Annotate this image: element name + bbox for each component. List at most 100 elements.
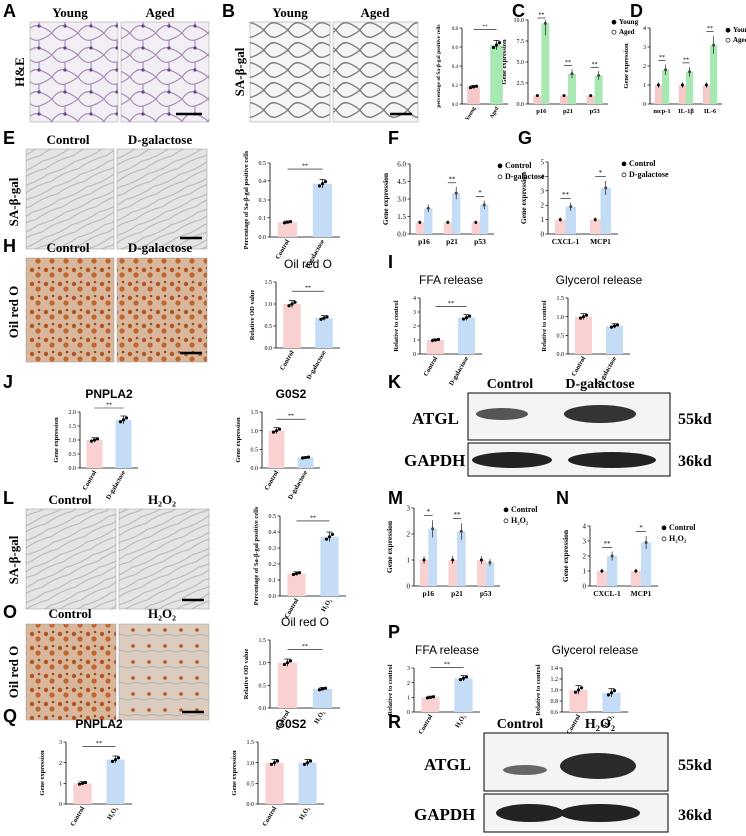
data-point	[569, 205, 573, 209]
data-point	[604, 186, 608, 190]
e-ctrl-image	[25, 148, 115, 250]
y-tick-label: 3	[541, 187, 545, 195]
bar	[297, 457, 314, 468]
data-point	[589, 94, 593, 98]
data-point	[543, 21, 547, 25]
chart-j2: 0.0 0.5 1.0 1.5 Gene expression G0S2 Control D-…	[235, 387, 320, 501]
significance-mark: **	[483, 25, 489, 30]
k-gapdh-band-treat	[568, 452, 656, 468]
y-tick-label: 3	[407, 504, 411, 512]
chart-i2: 0.0 0.5 1.0 1.5 Relative to control Glycerol …	[541, 273, 643, 387]
y-tick-label: 2	[541, 202, 545, 210]
significance-mark: **	[604, 540, 612, 548]
y-tick-label: 3	[413, 310, 416, 316]
y-tick-label: 1.0	[265, 302, 273, 308]
x-tick-label: Control	[565, 713, 582, 735]
data-point	[562, 94, 566, 98]
data-point	[579, 686, 584, 690]
k-kd2-label: 36kd	[678, 453, 712, 470]
y-tick-label: 0.0	[269, 594, 277, 600]
bar	[426, 340, 445, 354]
y-axis-label: Gene expression	[501, 39, 508, 85]
data-point	[282, 221, 287, 225]
bar	[443, 222, 452, 234]
y-tick-label: 3	[407, 666, 410, 672]
data-point	[269, 762, 274, 766]
legend-marker	[725, 37, 731, 43]
y-tick-label: 4	[583, 522, 587, 530]
data-point	[491, 45, 496, 50]
chart-h: 0.0 0.5 1.0 1.5 Relative OD value Oil red O Co…	[249, 257, 340, 381]
x-tick-label: CXCL-1	[552, 237, 580, 246]
data-point	[459, 529, 463, 533]
data-point	[116, 756, 121, 760]
h-treat-label: D-galactose	[128, 240, 192, 255]
y-tick-label: 1	[407, 695, 410, 701]
a-side-label: H&E	[12, 57, 27, 87]
h-ctrl-label: Control	[46, 240, 89, 255]
y-tick-label: 0.5	[69, 452, 77, 458]
data-point	[282, 662, 287, 667]
x-tick-label: D-galactose	[287, 469, 309, 500]
y-tick-label: 0.0	[557, 352, 565, 358]
e-treat-label: D-galactose	[128, 132, 192, 147]
bar	[607, 556, 618, 586]
data-point	[433, 338, 438, 342]
legend-label: Young	[733, 26, 746, 34]
y-tick-label: 0	[407, 582, 411, 590]
data-point	[422, 558, 426, 562]
bar	[480, 204, 489, 234]
significance-mark: **	[302, 164, 308, 170]
x-tick-label: Young	[465, 106, 478, 122]
data-point	[704, 83, 708, 87]
data-point	[558, 218, 562, 222]
r-atgl-band-treat	[560, 753, 636, 779]
chart-i1: 0 1 2 3 4 Relative to control FFA release Contr…	[393, 273, 483, 387]
bar	[452, 193, 461, 234]
y-tick-label: 3	[643, 45, 646, 51]
data-point	[570, 72, 574, 76]
a-young-image	[29, 21, 119, 123]
y-tick-label: 0.0	[259, 706, 267, 712]
y-tick-label: 0.0	[517, 102, 525, 108]
legend-label: Control	[629, 159, 656, 168]
data-point	[479, 558, 483, 562]
panel-letter-j: J	[3, 372, 13, 392]
data-point	[612, 689, 617, 693]
x-tick-label: p16	[422, 589, 434, 598]
significance-mark: **	[444, 662, 450, 668]
bar	[490, 45, 503, 104]
data-point	[293, 300, 297, 304]
panel-letter-a: A	[3, 1, 16, 21]
data-point	[425, 696, 430, 700]
data-point	[428, 695, 433, 699]
data-point	[118, 420, 123, 424]
bar	[568, 73, 576, 104]
h-treat-image	[116, 257, 208, 363]
chart-q2: 0.0 0.5 1.0 1.5 Gene expression G0S2 Control H₂…	[231, 717, 324, 828]
y-tick-label: 4.5	[397, 178, 406, 186]
y-tick-label: 0.0	[397, 230, 406, 238]
data-point	[300, 456, 305, 460]
y-tick-label: 1	[541, 216, 545, 224]
significance-mark: **	[659, 55, 665, 61]
y-axis-label: Gene expression	[231, 750, 238, 796]
y-tick-label: 0.2	[452, 84, 459, 89]
data-point	[327, 535, 332, 539]
y-tick-label: 0.3	[259, 198, 267, 204]
bar	[605, 326, 624, 354]
y-tick-label: 6.0	[397, 160, 406, 168]
y-tick-label: 0.0	[452, 103, 459, 108]
bar	[541, 23, 550, 104]
x-tick-label: p16	[536, 108, 547, 115]
data-point	[474, 220, 478, 224]
legend-label: Young	[619, 18, 639, 26]
data-point	[113, 757, 118, 762]
chart-p1: 0 1 2 3 Relative to control FFA release Contro…	[387, 643, 480, 736]
legend-label: D-galactose	[505, 172, 545, 181]
data-point	[110, 759, 115, 763]
bar	[702, 85, 710, 104]
panel-letter-g: G	[518, 128, 532, 148]
r-atgl-band-ctrl	[503, 765, 547, 775]
